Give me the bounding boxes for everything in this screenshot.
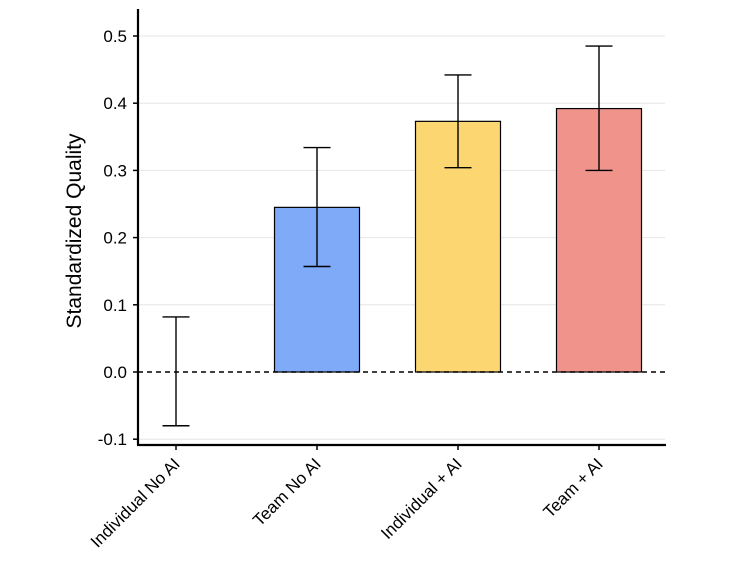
axes xyxy=(133,9,666,450)
y-tick-label: 0.4 xyxy=(103,94,127,113)
x-tick-label: Team No AI xyxy=(249,454,325,530)
y-tick-label: 0.0 xyxy=(103,363,127,382)
x-tick-label: Individual No AI xyxy=(87,454,184,551)
x-tick-label: Team + AI xyxy=(540,454,607,521)
y-tick-label: 0.3 xyxy=(103,161,127,180)
y-tick-label: 0.5 xyxy=(103,27,127,46)
y-tick-label: 0.1 xyxy=(103,296,127,315)
y-tick-label: -0.1 xyxy=(98,430,127,449)
x-tick-label: Individual + AI xyxy=(377,454,466,543)
y-tick-label: 0.2 xyxy=(103,229,127,248)
gridlines xyxy=(138,35,665,440)
y-axis-title: Standardized Quality xyxy=(63,133,86,328)
error-bars xyxy=(162,45,613,427)
bars xyxy=(273,107,643,373)
